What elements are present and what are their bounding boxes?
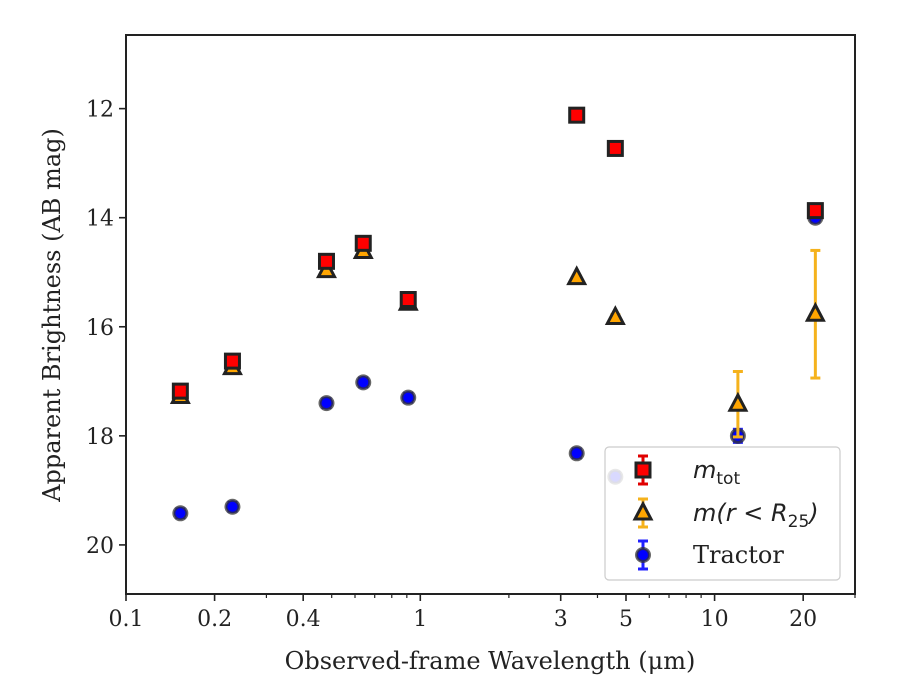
y-axis-label: Apparent Brightness (AB mag) [38, 128, 66, 503]
data-point [606, 139, 624, 157]
data-point [804, 301, 826, 322]
x-tick-label: 0.1 [109, 607, 144, 632]
legend-marker [634, 461, 652, 479]
data-point [806, 202, 824, 220]
axes-frame [125, 34, 856, 595]
data-point [224, 498, 241, 515]
x-tick-label: 5 [619, 607, 633, 632]
data-point [355, 374, 372, 391]
data-point [568, 445, 585, 462]
data-point [171, 382, 189, 400]
y-tick-label: 18 [86, 425, 114, 450]
legend-label: Tractor [693, 541, 784, 569]
x-tick-label: 3 [554, 607, 568, 632]
data-point [318, 395, 335, 412]
y-tick-label: 16 [86, 316, 114, 341]
series-triangle [169, 239, 826, 439]
series-square [171, 106, 824, 400]
data-point [604, 305, 626, 325]
data-point [172, 505, 189, 522]
legend-box [604, 446, 841, 581]
x-tick-label: 0.2 [197, 607, 232, 632]
x-axis-ticks: 0.1 0.2 0.4 1 3 5 10 20 [109, 594, 856, 632]
legend-label: mtot [693, 456, 740, 489]
data-point [399, 291, 417, 309]
x-axis-label: Observed-frame Wavelength (μm) [285, 647, 696, 675]
data-point [223, 352, 241, 370]
data-point [568, 106, 586, 124]
legend-marker [632, 500, 654, 521]
x-tick-label: 20 [789, 607, 817, 632]
data-marks [169, 106, 826, 522]
x-tick-label: 0.4 [286, 607, 321, 632]
x-tick-label: 10 [701, 607, 729, 632]
legend-marker [635, 547, 651, 563]
y-tick-label: 12 [86, 98, 114, 123]
y-axis-ticks: 12 14 16 18 20 [86, 98, 126, 559]
data-point [354, 234, 372, 252]
legend-label: m(r < R25) [693, 499, 819, 532]
y-tick-label: 20 [86, 534, 114, 559]
y-tick-label: 14 [86, 207, 114, 232]
data-point [727, 391, 749, 412]
plot-area: 0.1 0.2 0.4 1 3 5 10 20 12 14 16 18 20 [86, 34, 856, 632]
data-point [400, 389, 417, 406]
data-point [566, 265, 588, 286]
data-point [317, 252, 335, 270]
x-tick-label: 1 [413, 607, 427, 632]
legend: mtot m(r < R25) Tractor [604, 446, 841, 581]
